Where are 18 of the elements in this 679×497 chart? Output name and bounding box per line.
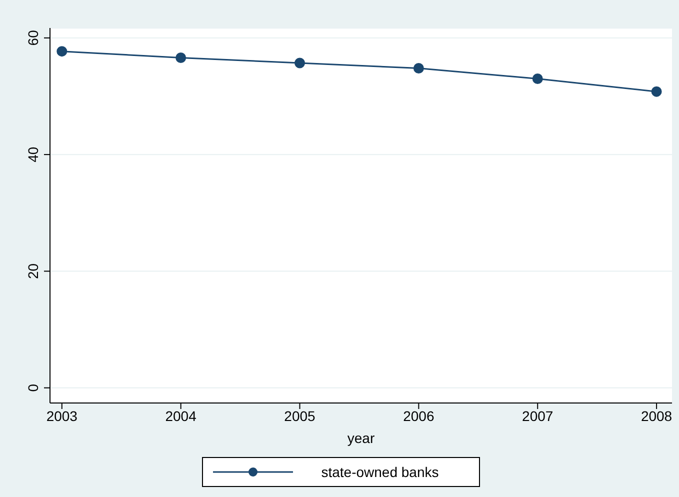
y-tick-label: 60: [25, 30, 41, 46]
point: [532, 73, 543, 84]
x-tick-label: 2008: [640, 408, 672, 424]
x-tick-label: 2003: [46, 408, 78, 424]
point: [294, 58, 305, 68]
x-tick-label: 2005: [284, 408, 316, 424]
y-tick-label: 40: [25, 146, 41, 162]
text: state-owned banks: [321, 464, 439, 480]
x-tick-label: 2007: [522, 408, 554, 424]
point: [56, 46, 68, 57]
y-tick-label: 20: [25, 263, 41, 279]
y-tick-label: 0: [25, 384, 41, 392]
x-tick-label: 2004: [165, 408, 197, 424]
point: [651, 86, 662, 97]
x-axis-title: year: [347, 430, 375, 446]
point: [176, 52, 186, 63]
x-tick-label: 2006: [403, 408, 434, 424]
point: [413, 62, 424, 74]
